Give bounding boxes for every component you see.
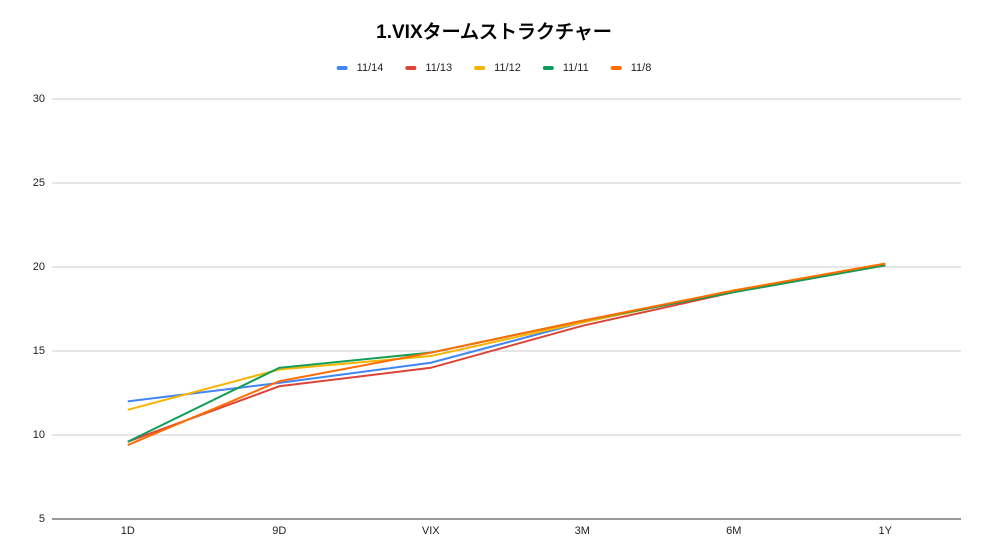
legend-marker [405, 66, 417, 70]
y-tick-label: 15 [33, 345, 45, 357]
x-tick-label: 6M [726, 525, 741, 537]
legend-label: 11/12 [494, 62, 521, 74]
x-tick-label: 9D [272, 525, 286, 537]
x-tick-label: VIX [422, 525, 440, 537]
legend-label: 11/8 [631, 62, 652, 74]
chart-title: 1.VIXタームストラクチャー [376, 21, 612, 43]
legend-marker [474, 66, 486, 70]
legend: 11/14 11/13 11/12 11/11 11/8 [336, 62, 652, 74]
y-tick-label: 20 [33, 261, 45, 273]
legend-label: 11/13 [425, 62, 452, 74]
legend-marker [336, 66, 348, 70]
x-tick-label: 1Y [879, 525, 893, 537]
y-tick-label: 25 [33, 177, 45, 189]
series-line [127, 262, 886, 447]
legend-marker [610, 66, 622, 70]
y-tick-label: 10 [33, 429, 45, 441]
y-tick-label: 30 [33, 93, 45, 105]
legend-label: 11/11 [563, 62, 589, 74]
series-line [127, 264, 886, 443]
y-tick-label: 5 [39, 513, 45, 525]
series-line [127, 264, 886, 443]
legend-label: 11/14 [357, 62, 384, 74]
x-tick-label: 1D [121, 525, 135, 537]
x-tick-label: 3M [575, 525, 590, 537]
legend-marker [542, 66, 554, 70]
